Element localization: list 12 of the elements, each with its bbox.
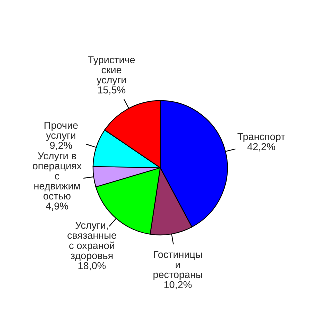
slice-label: Гостиницы и рестораны bbox=[154, 251, 202, 280]
data-label: 18,0% bbox=[78, 262, 106, 271]
slice-label: Услуги, связанные с охраной здоровья bbox=[68, 222, 116, 262]
data-label: 9,2% bbox=[50, 142, 72, 150]
slice-label: Прочие услуги bbox=[44, 122, 78, 142]
slice-label: Туристиче ские услуги bbox=[88, 56, 136, 86]
data-label: 15,5% bbox=[98, 86, 126, 95]
data-label: 42,2% bbox=[248, 143, 276, 152]
slice-label: Транспорт bbox=[238, 133, 286, 142]
data-label: 4,9% bbox=[46, 202, 68, 212]
data-label: 10,2% bbox=[164, 281, 192, 290]
slice-label: Услуги в операциях с недвижим остью bbox=[33, 152, 82, 200]
